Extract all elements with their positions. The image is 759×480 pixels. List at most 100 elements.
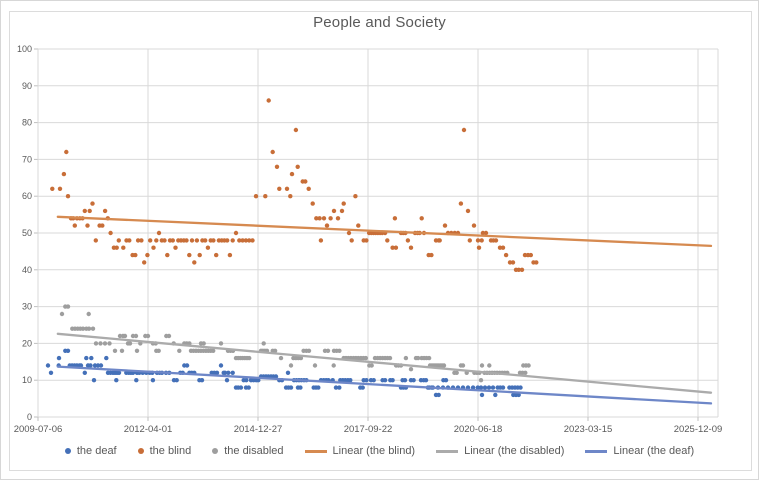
data-point [166, 333, 172, 339]
data-point [419, 216, 424, 221]
data-point [325, 348, 331, 353]
data-point [316, 385, 321, 390]
data-point [227, 252, 233, 258]
data-point [479, 392, 485, 398]
data-point [285, 370, 291, 375]
data-point [273, 374, 279, 379]
data-point [303, 179, 308, 184]
data-point [230, 370, 235, 375]
data-point [145, 252, 150, 258]
legend-dot-marker-icon [212, 448, 219, 454]
trendline-Linear-the-deaf- [56, 365, 713, 405]
data-point [243, 238, 249, 243]
trendline-Linear-the-blind- [56, 215, 713, 248]
data-point [65, 304, 71, 309]
x-tick-label: 2014-12-27 [234, 424, 283, 435]
data-point [112, 348, 118, 353]
data-point [238, 385, 244, 390]
data-point [253, 194, 259, 199]
data-point [261, 341, 266, 346]
x-tick-label: 2025-12-09 [674, 424, 723, 435]
data-point [500, 245, 506, 250]
data-point [360, 385, 365, 390]
data-point [272, 348, 278, 353]
data-point [534, 260, 539, 265]
data-point [293, 127, 299, 133]
data-point [387, 355, 393, 361]
data-point [493, 238, 499, 243]
data-point [86, 311, 91, 317]
legend-label: the blind [149, 445, 192, 457]
data-point [393, 245, 399, 250]
data-point [465, 208, 471, 214]
data-point [266, 98, 271, 103]
data-point [211, 348, 216, 353]
data-point [189, 238, 195, 243]
data-point [415, 355, 421, 361]
data-point [45, 363, 51, 368]
data-point [306, 348, 312, 353]
data-point [341, 201, 346, 206]
data-point [87, 208, 92, 214]
data-point [337, 385, 342, 390]
data-point [348, 378, 353, 383]
data-point [314, 216, 319, 221]
chart-frame [9, 11, 752, 471]
data-point [312, 363, 318, 368]
data-point [288, 385, 294, 390]
data-point [392, 216, 398, 221]
chart-legend: the deaf the blind the disabled Linear (the… [1, 445, 758, 457]
legend-label: Linear (the blind) [332, 445, 416, 457]
data-point [471, 223, 477, 228]
y-tick-label: 70 [22, 154, 32, 164]
chart-title: People and Society [313, 14, 446, 31]
data-point [84, 355, 89, 361]
data-point [119, 348, 125, 353]
data-point [98, 341, 103, 346]
data-point [86, 326, 92, 331]
data-point [48, 370, 54, 375]
data-point [478, 378, 484, 383]
legend-item-the-disabled[interactable]: the disabled [212, 445, 284, 457]
series-the-disabled [59, 304, 531, 383]
legend-dot-marker-icon [137, 448, 144, 454]
legend-item-Linear-the-disabled-[interactable]: Linear (the disabled) [436, 445, 564, 457]
data-point [194, 238, 200, 243]
legend-item-the-blind[interactable]: the blind [137, 445, 192, 457]
data-point [528, 252, 533, 258]
data-point [139, 238, 144, 243]
data-point [233, 230, 239, 236]
y-tick-label: 10 [22, 375, 32, 385]
data-point [211, 238, 216, 243]
legend-item-Linear-the-deaf-[interactable]: Linear (the deaf) [585, 445, 694, 457]
data-point [122, 333, 128, 339]
data-point [385, 238, 390, 243]
data-point [295, 164, 300, 169]
data-point [274, 164, 280, 169]
data-point [121, 245, 126, 250]
legend-item-the-deaf[interactable]: the deaf [64, 445, 117, 457]
y-tick-label: 40 [22, 265, 32, 275]
legend-label: Linear (the disabled) [464, 445, 565, 457]
data-point [116, 238, 122, 243]
data-point [441, 363, 447, 368]
legend-item-Linear-the-blind-[interactable]: Linear (the blind) [304, 445, 416, 457]
data-point [108, 230, 113, 236]
data-point [310, 201, 315, 206]
x-tick-label: 2017-09-22 [344, 424, 393, 435]
data-point [201, 341, 206, 346]
data-point [437, 238, 442, 243]
data-point [100, 223, 105, 228]
data-point [91, 378, 97, 383]
data-point [59, 311, 65, 317]
data-point [318, 238, 324, 243]
data-point [64, 149, 69, 155]
data-point [426, 355, 432, 361]
data-point [442, 223, 448, 228]
data-point [237, 238, 242, 243]
data-point [475, 238, 481, 243]
data-point [317, 216, 322, 221]
y-tick-label: 60 [22, 191, 32, 201]
